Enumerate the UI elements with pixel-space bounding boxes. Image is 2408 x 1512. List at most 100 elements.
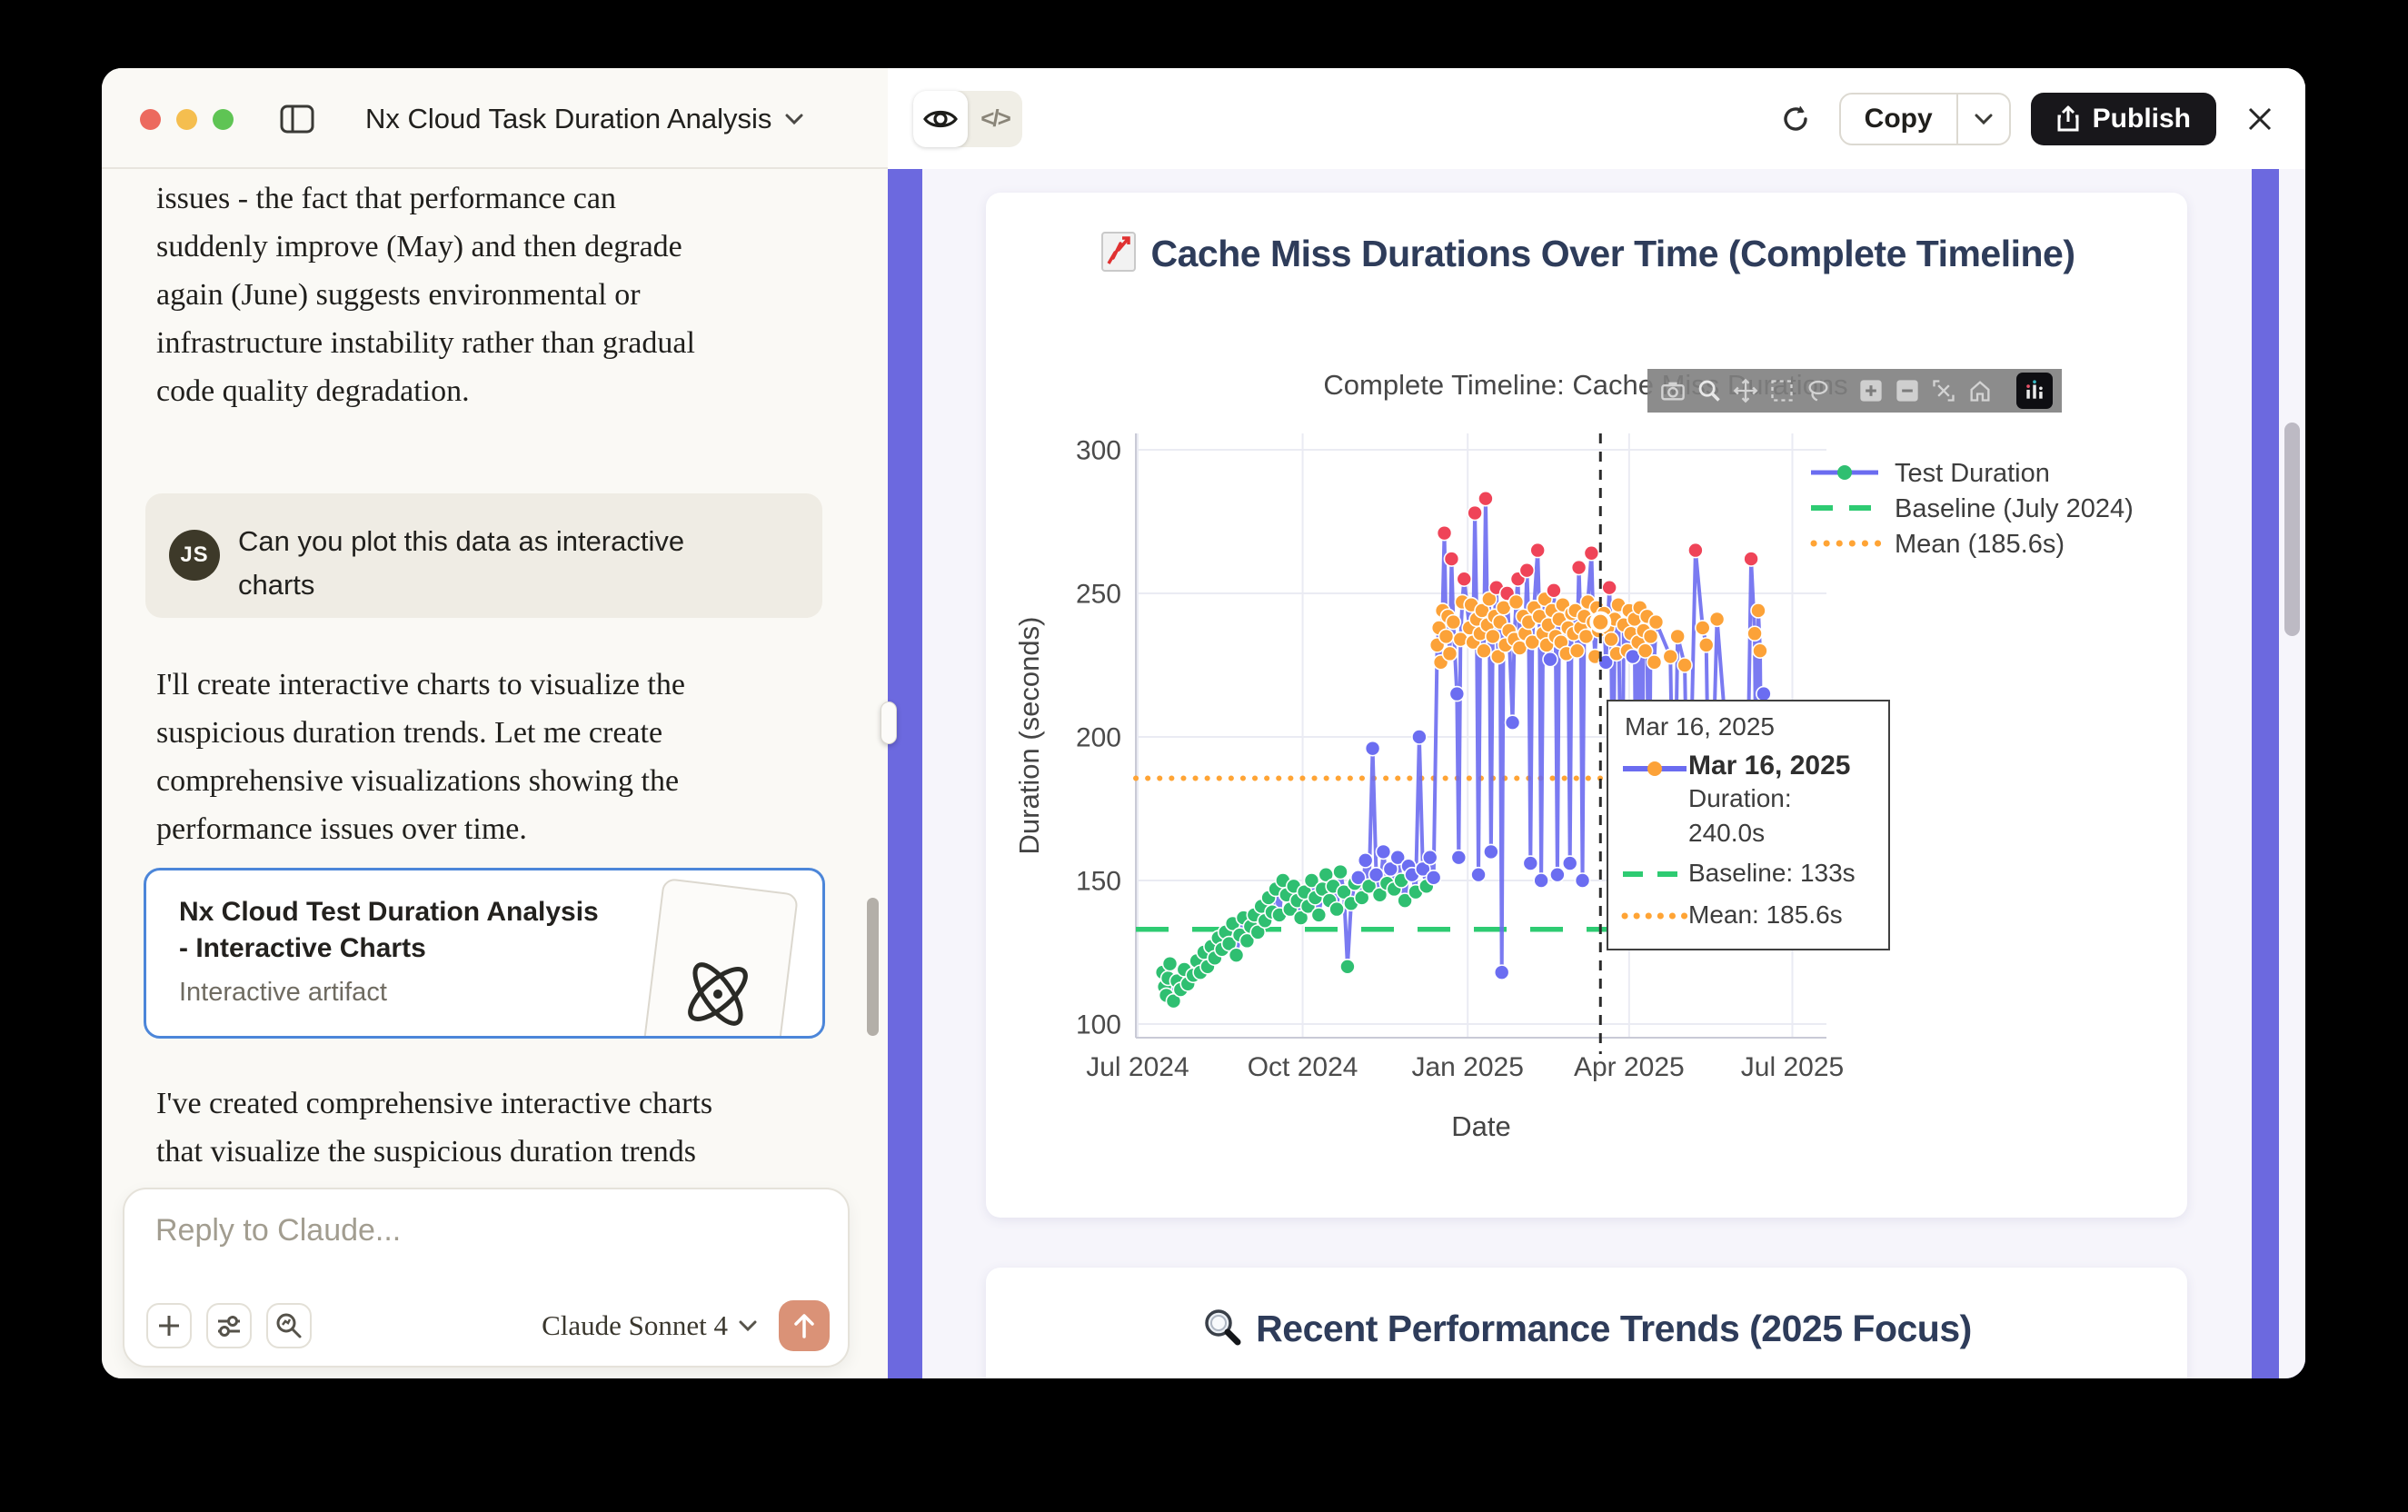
artifact-scrollbar[interactable] (2284, 423, 2300, 636)
data-point[interactable] (1478, 490, 1494, 507)
data-point[interactable] (1561, 855, 1578, 871)
zoom-out-button[interactable] (1891, 373, 1924, 409)
data-point[interactable] (1382, 860, 1399, 878)
publish-button[interactable]: Publish (2030, 92, 2216, 145)
refresh-button[interactable] (1779, 103, 1812, 135)
data-point[interactable] (1518, 562, 1536, 579)
data-point[interactable] (1662, 648, 1679, 665)
data-point[interactable] (1568, 642, 1586, 660)
data-point[interactable] (1310, 907, 1328, 923)
data-point[interactable] (1360, 878, 1378, 895)
data-point[interactable] (1750, 602, 1766, 619)
data-point[interactable] (1646, 654, 1663, 671)
data-point[interactable] (1456, 571, 1473, 588)
data-point[interactable] (1411, 729, 1428, 745)
data-point[interactable] (1570, 559, 1587, 576)
data-point[interactable] (1752, 642, 1768, 660)
data-point[interactable] (1220, 935, 1238, 952)
data-point[interactable] (1597, 654, 1614, 671)
data-point[interactable] (1443, 551, 1460, 567)
data-point[interactable] (1467, 504, 1483, 522)
data-point[interactable] (1364, 740, 1381, 757)
timeline-chart[interactable]: 100 150 200 250 300 Jul 2024 Oct 2024 Jan 2025 A… (986, 329, 2187, 1165)
data-point[interactable] (1637, 642, 1654, 660)
data-point[interactable] (1694, 620, 1711, 636)
zoom-in-button[interactable] (1855, 373, 1887, 409)
data-point[interactable] (1332, 863, 1348, 880)
data-point[interactable] (1687, 542, 1704, 559)
data-point[interactable] (1489, 648, 1507, 665)
panel-resize-handle[interactable] (881, 701, 897, 744)
data-point[interactable] (1165, 992, 1182, 1010)
data-point[interactable] (1336, 883, 1352, 900)
data-point[interactable] (1647, 613, 1665, 631)
plotly-logo-button[interactable] (2016, 373, 2053, 409)
data-point[interactable] (1397, 892, 1413, 909)
attach-button[interactable] (146, 1303, 192, 1348)
data-point[interactable] (1425, 870, 1442, 886)
data-point[interactable] (1669, 628, 1686, 645)
data-point[interactable] (1642, 628, 1659, 645)
data-point[interactable] (1161, 955, 1179, 972)
model-selector[interactable]: Claude Sonnet 4 (542, 1309, 757, 1342)
data-point[interactable] (1357, 852, 1374, 869)
reply-composer[interactable]: Reply to Claude... Claude Sonnet 4 (123, 1188, 850, 1368)
data-point[interactable] (1583, 544, 1600, 562)
lasso-select-button[interactable] (1802, 373, 1835, 409)
copy-menu-button[interactable] (1958, 113, 2009, 125)
data-point[interactable] (1493, 964, 1510, 980)
data-point[interactable] (1483, 843, 1499, 860)
data-point[interactable] (1470, 866, 1487, 883)
data-point[interactable] (1438, 628, 1455, 645)
data-point[interactable] (1448, 685, 1466, 702)
data-point[interactable] (1445, 613, 1462, 631)
data-point[interactable] (1485, 628, 1501, 645)
pan-mode-button[interactable] (1729, 373, 1762, 409)
data-point[interactable] (1421, 849, 1438, 866)
reply-input[interactable]: Reply to Claude... (155, 1213, 402, 1248)
data-point[interactable] (1677, 657, 1693, 673)
data-point[interactable] (1546, 582, 1562, 599)
data-point[interactable] (1574, 872, 1591, 889)
data-point[interactable] (1542, 651, 1558, 668)
data-point[interactable] (1708, 611, 1726, 628)
data-point[interactable] (1303, 872, 1320, 889)
copy-button[interactable]: Copy (1864, 103, 1933, 134)
conversation-title-menu[interactable]: Nx Cloud Task Duration Analysis (365, 103, 804, 135)
data-point[interactable] (1415, 860, 1431, 878)
download-plot-button[interactable] (1657, 373, 1689, 409)
data-point[interactable] (1292, 910, 1309, 926)
data-point[interactable] (1522, 855, 1539, 871)
data-point[interactable] (1476, 642, 1492, 660)
data-point[interactable] (1339, 958, 1356, 975)
data-point[interactable] (1368, 866, 1385, 883)
data-point[interactable] (1603, 631, 1619, 648)
box-select-button[interactable] (1766, 373, 1798, 409)
data-point[interactable] (1436, 524, 1453, 542)
hovered-data-point[interactable] (1589, 611, 1612, 633)
close-traffic-light[interactable] (140, 109, 161, 130)
data-point[interactable] (1328, 900, 1345, 918)
data-point[interactable] (1746, 625, 1763, 642)
data-point[interactable] (1389, 849, 1407, 866)
data-point[interactable] (1507, 593, 1525, 611)
chat-scrollbar[interactable] (867, 898, 879, 1036)
data-point[interactable] (1529, 542, 1546, 559)
data-point[interactable] (1349, 870, 1367, 886)
data-point[interactable] (1481, 591, 1498, 608)
data-point[interactable] (1533, 872, 1549, 889)
preview-toggle-button[interactable] (913, 90, 968, 147)
data-point[interactable] (1549, 866, 1566, 883)
autoscale-button[interactable] (1927, 373, 1960, 409)
data-point[interactable] (1441, 645, 1458, 662)
data-point[interactable] (1743, 551, 1759, 567)
reset-axes-button[interactable] (1964, 373, 1996, 409)
data-point[interactable] (1371, 886, 1388, 903)
artifact-preview-card[interactable]: Nx Cloud Test Duration Analysis - Intera… (144, 868, 825, 1039)
data-point[interactable] (1450, 849, 1468, 866)
data-point[interactable] (1504, 714, 1521, 731)
close-artifact-button[interactable] (2245, 104, 2274, 134)
code-toggle-button[interactable]: </> (968, 91, 1022, 147)
data-point[interactable] (1228, 947, 1245, 963)
zoom-mode-button[interactable] (1693, 373, 1726, 409)
